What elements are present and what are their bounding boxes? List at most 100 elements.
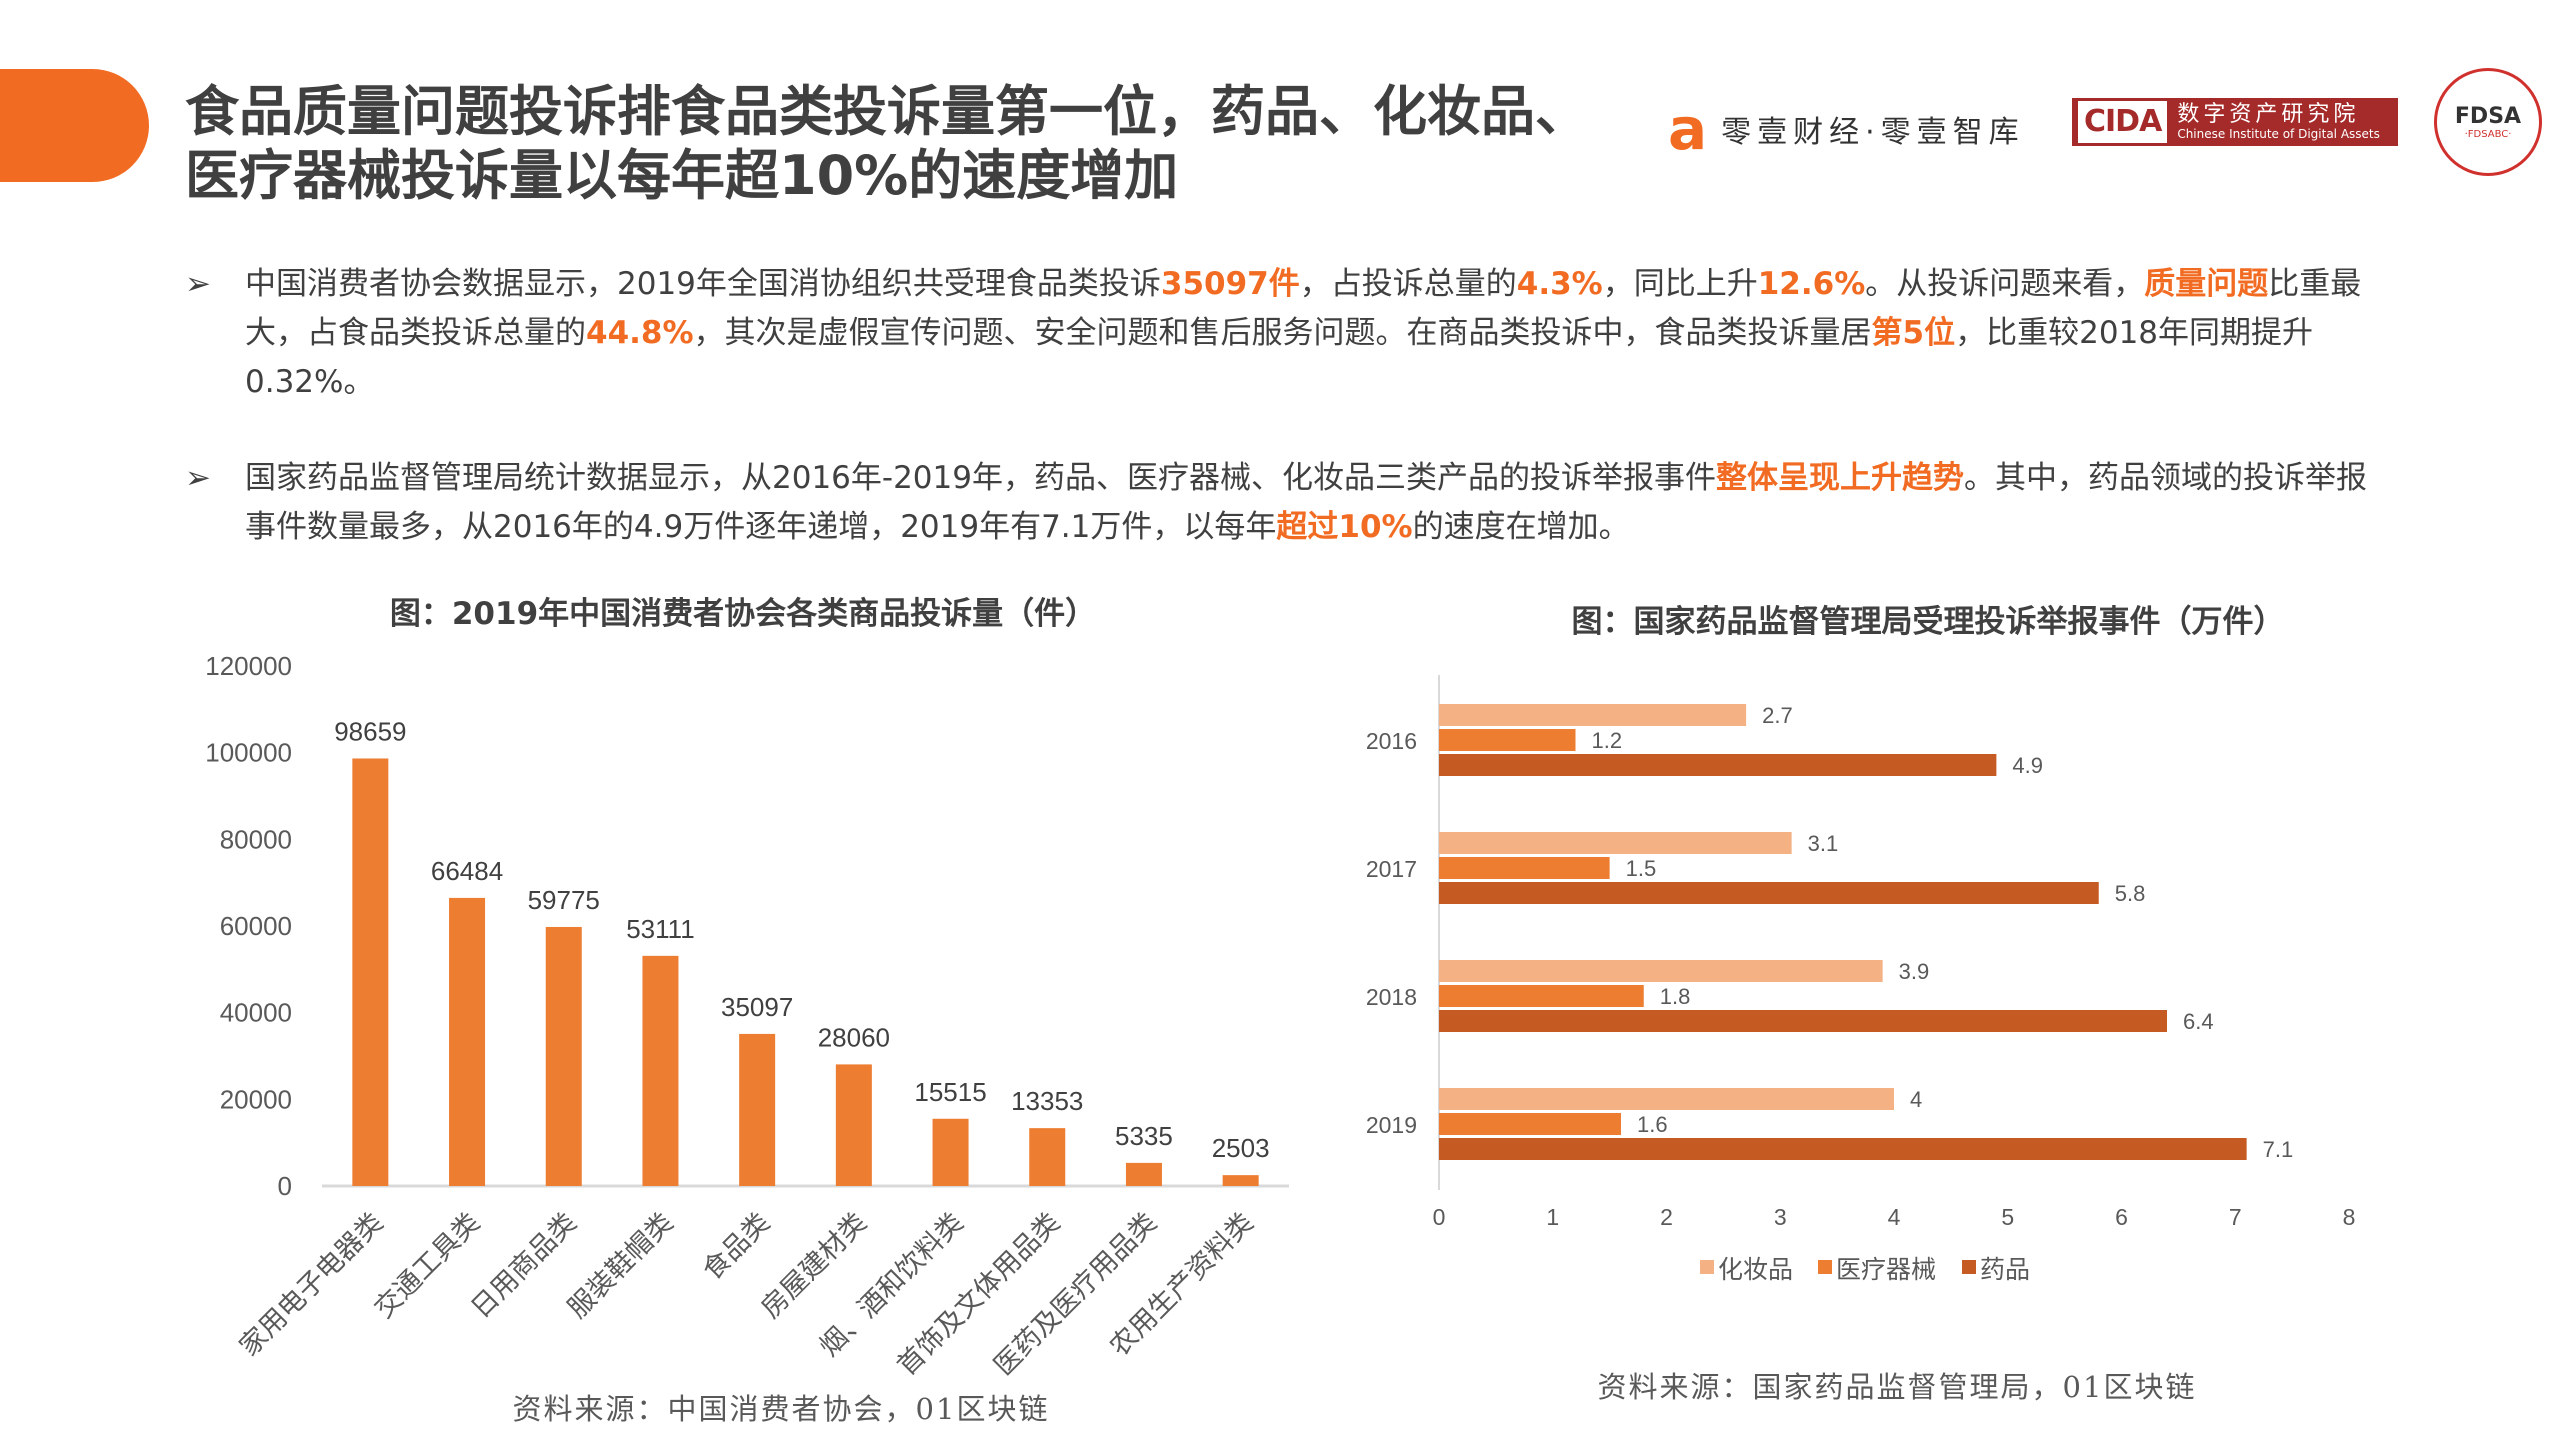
bar: [1439, 1010, 2167, 1032]
body-text: ，同比上升: [1602, 266, 1758, 302]
page-title: 食品质量问题投诉排食品类投诉量第一位，药品、化妆品、 医疗器械投诉量以每年超10…: [185, 80, 1589, 207]
x-tick-label: 0: [1433, 1204, 1446, 1230]
bar: [1222, 1175, 1259, 1186]
bar: [1029, 1128, 1066, 1186]
y-tick-label: 40000: [220, 998, 292, 1028]
y-tick-label: 2017: [1366, 856, 1417, 882]
y-tick-label: 100000: [205, 738, 292, 768]
data-label: 1.5: [1626, 856, 1657, 881]
highlight-text: 超过10%: [1276, 509, 1413, 545]
chart1-source: 资料来源：中国消费者协会，01区块链: [512, 1392, 1050, 1426]
legend-swatch: [1818, 1260, 1832, 1274]
data-label: 4.9: [2012, 753, 2043, 778]
chart2-horizontal-bar-chart: 0 1 2 3 4 5 6 7 8 2016 2.7 1.2 4.9 2017 3.1 1.5 5.8 2018 3…: [1366, 675, 2356, 1284]
x-tick-label: 7: [2229, 1204, 2242, 1230]
lingyi-logo: a 零壹财经·零壹智库: [1668, 100, 2025, 158]
x-tick-label: 服装鞋帽类: [562, 1207, 679, 1324]
data-label: 1.2: [1592, 728, 1623, 753]
chart1-bar-chart: 0 20000 40000 60000 80000 100000 120000 98659 家用…: [205, 651, 1289, 1381]
body-text: 国家药品监督管理局统计数据显示，从2016年-2019年，药品、医疗器械、化妆品…: [245, 460, 1716, 496]
bar: [1439, 754, 1997, 776]
legend-label: 化妆品: [1718, 1256, 1793, 1284]
y-tick-label: 2019: [1366, 1112, 1417, 1138]
body-text: 的速度在增加。: [1412, 509, 1630, 545]
data-label: 3.1: [1808, 831, 1839, 856]
body-text: 比重最大，占食品类投诉总量的: [245, 266, 2362, 351]
x-tick-label: 医药及医疗用品类: [988, 1207, 1162, 1381]
y-tick-label: 120000: [205, 651, 292, 681]
body-text: ，其次是虚假宣传问题、安全问题和售后服务问题。在商品类投诉中，食品类投诉量居: [693, 315, 1872, 351]
x-tick-label: 8: [2343, 1204, 2356, 1230]
data-label: 5.8: [2115, 881, 2146, 906]
data-label: 5335: [1115, 1121, 1173, 1151]
data-label: 53111: [626, 914, 694, 944]
bar: [545, 926, 582, 1186]
bar: [1439, 1138, 2247, 1160]
data-label: 2503: [1212, 1133, 1270, 1163]
bar: [1439, 882, 2099, 904]
bar: [1125, 1162, 1162, 1186]
data-label: 2.7: [1762, 703, 1793, 728]
body-text: 。其中，药品领域的投诉举报事件数量最多，从2016年的4.9万件逐年递增，201…: [245, 460, 2367, 545]
lingyi-logo-text: 零壹财经·零壹智库: [1721, 115, 2025, 150]
data-label: 98659: [334, 716, 406, 746]
bar: [1439, 1113, 1621, 1135]
chart2-source: 资料来源：国家药品监督管理局，01区块链: [1597, 1370, 2197, 1404]
legend-label: 医疗器械: [1836, 1256, 1936, 1284]
y-tick-label: 0: [278, 1171, 292, 1201]
y-tick-label: 20000: [220, 1084, 292, 1114]
body-text: ，比重较2018年同期提升0.32%。: [245, 315, 2314, 400]
bar: [1439, 1088, 1894, 1110]
x-tick-label: 6: [2115, 1204, 2128, 1230]
data-label: 15515: [914, 1077, 986, 1107]
lingyi-logo-mark: a: [1668, 95, 1708, 163]
data-label: 59775: [528, 885, 600, 915]
x-tick-label: 首饰及文体用品类: [892, 1207, 1066, 1381]
highlight-text: 12.6%: [1757, 266, 1866, 302]
x-tick-label: 食品类: [697, 1207, 775, 1285]
bar: [932, 1118, 969, 1186]
body-text: ，占投诉总量的: [1299, 266, 1517, 302]
bar: [1439, 857, 1610, 879]
bar: [449, 897, 486, 1186]
bar: [1439, 985, 1644, 1007]
chart2-title: 图：国家药品监督管理局受理投诉举报事件（万件）: [1571, 604, 2285, 640]
body-text: 。从投诉问题来看，: [1865, 266, 2145, 302]
x-tick-label: 2: [1660, 1204, 1673, 1230]
data-label: 13353: [1011, 1086, 1083, 1116]
bar: [1439, 704, 1747, 726]
highlight-text: 44.8%: [586, 315, 694, 351]
title-accent-tab: [0, 69, 149, 182]
bar: [1439, 960, 1883, 982]
x-tick-label: 3: [1774, 1204, 1787, 1230]
bar: [1439, 832, 1792, 854]
y-tick-label: 2016: [1366, 728, 1417, 754]
y-tick-label: 80000: [220, 824, 292, 854]
data-label: 7.1: [2263, 1137, 2294, 1162]
data-label: 6.4: [2183, 1009, 2214, 1034]
y-tick-label: 2018: [1366, 984, 1417, 1010]
legend-label: 药品: [1980, 1256, 2030, 1284]
bar: [1439, 729, 1576, 751]
x-tick-label: 4: [1888, 1204, 1901, 1230]
data-label: 66484: [431, 856, 503, 886]
data-label: 1.8: [1660, 984, 1691, 1009]
highlight-text: 35097件: [1160, 266, 1300, 302]
legend-swatch: [1700, 1260, 1714, 1274]
x-tick-label: 5: [2001, 1204, 2014, 1230]
data-label: 35097: [721, 992, 793, 1022]
bullet-paragraph-1: ➢ 中国消费者协会数据显示，2019年全国消协组织共受理食品类投诉35097件，占…: [185, 260, 2375, 407]
bullet-arrow-icon: ➢: [185, 460, 211, 496]
x-tick-label: 1: [1546, 1204, 1559, 1230]
highlight-text: 质量问题: [2144, 266, 2269, 302]
bar: [642, 955, 679, 1186]
body-text: 中国消费者协会数据显示，2019年全国消协组织共受理食品类投诉: [245, 266, 1161, 302]
data-label: 28060: [818, 1022, 890, 1052]
chart1-title: 图：2019年中国消费者协会各类商品投诉量（件）: [389, 596, 1097, 632]
bullet-paragraph-2: ➢ 国家药品监督管理局统计数据显示，从2016年-2019年，药品、医疗器械、化妆…: [185, 454, 2375, 552]
bar: [352, 758, 389, 1186]
cida-logo: CIDA 数字资产研究院 Chinese Institute of Digital…: [2072, 98, 2398, 146]
bullet-arrow-icon: ➢: [185, 266, 211, 302]
y-tick-label: 60000: [220, 911, 292, 941]
fdsa-seal-logo: FDSA ·FDSABC·: [2434, 68, 2542, 176]
